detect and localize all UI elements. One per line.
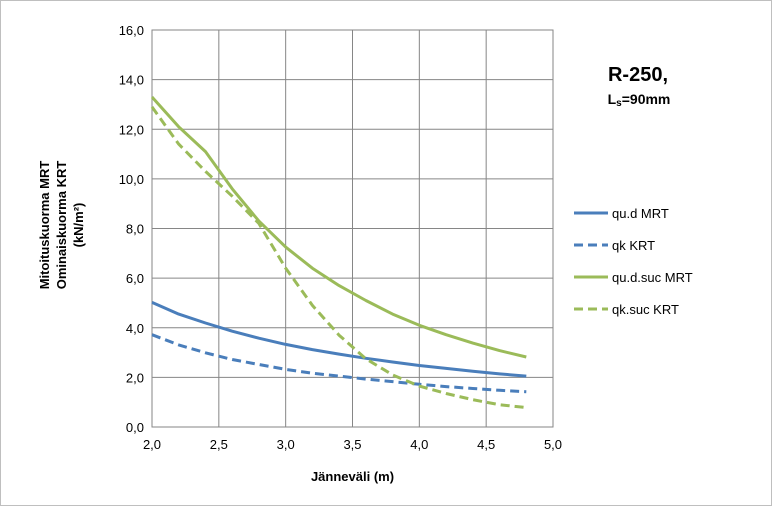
x-tick-label: 2,5	[210, 437, 228, 452]
x-tick-label: 4,5	[477, 437, 495, 452]
x-tick-label: 2,0	[143, 437, 161, 452]
x-tick-label: 5,0	[544, 437, 562, 452]
y-axis-title-line-3: (kN/m²)	[71, 203, 86, 248]
x-tick-label: 4,0	[410, 437, 428, 452]
series-line-4	[150, 106, 527, 410]
y-axis-title-line-2: Ominaiskuorma KRT	[54, 161, 69, 290]
y-tick-label: 12,0	[119, 122, 144, 137]
annotation-subtitle: Ls=90mm	[608, 91, 671, 109]
x-axis-title: Jänneväli (m)	[311, 469, 394, 484]
y-tick-label: 8,0	[126, 222, 144, 237]
annotation-sub-subscript: s	[616, 98, 622, 109]
y-axis-title: Mitoituskuorma MRT Ominaiskuorma KRT (kN/m…	[37, 161, 86, 290]
annotation-sub-rest: =90mm	[622, 91, 671, 107]
y-tick-label: 4,0	[126, 321, 144, 336]
x-tick-label: 3,5	[343, 437, 361, 452]
y-tick-label: 0,0	[126, 420, 144, 435]
legend-label-4: qk.suc KRT	[612, 302, 679, 317]
legend: qu.d MRT qk KRT qu.d.suc MRT qk.suc KRT	[574, 206, 693, 317]
y-tick-label: 10,0	[119, 172, 144, 187]
legend-label-1: qu.d MRT	[612, 206, 669, 221]
legend-label-2: qk KRT	[612, 238, 655, 253]
y-tick-label: 14,0	[119, 73, 144, 88]
x-tick-label: 3,0	[277, 437, 295, 452]
grid-lines	[151, 29, 554, 428]
annotation-sub-main: L	[608, 91, 617, 107]
series-line-1	[151, 301, 527, 378]
legend-label-3: qu.d.suc MRT	[612, 270, 693, 285]
y-tick-label: 6,0	[126, 271, 144, 286]
series-line-3	[150, 95, 527, 359]
y-axis-title-line-1: Mitoituskuorma MRT	[37, 161, 52, 290]
plot-area-border	[151, 29, 554, 428]
series-lines	[150, 95, 527, 410]
annotation-title: R-250,	[608, 64, 668, 86]
y-tick-label: 2,0	[126, 370, 144, 385]
y-axis-ticks: 0,0 2,0 4,0 6,0 8,0 10,0 12,0 14,0 16,0	[119, 23, 144, 435]
x-axis-ticks: 2,0 2,5 3,0 3,5 4,0 4,5 5,0	[143, 437, 562, 452]
y-tick-label: 16,0	[119, 23, 144, 38]
